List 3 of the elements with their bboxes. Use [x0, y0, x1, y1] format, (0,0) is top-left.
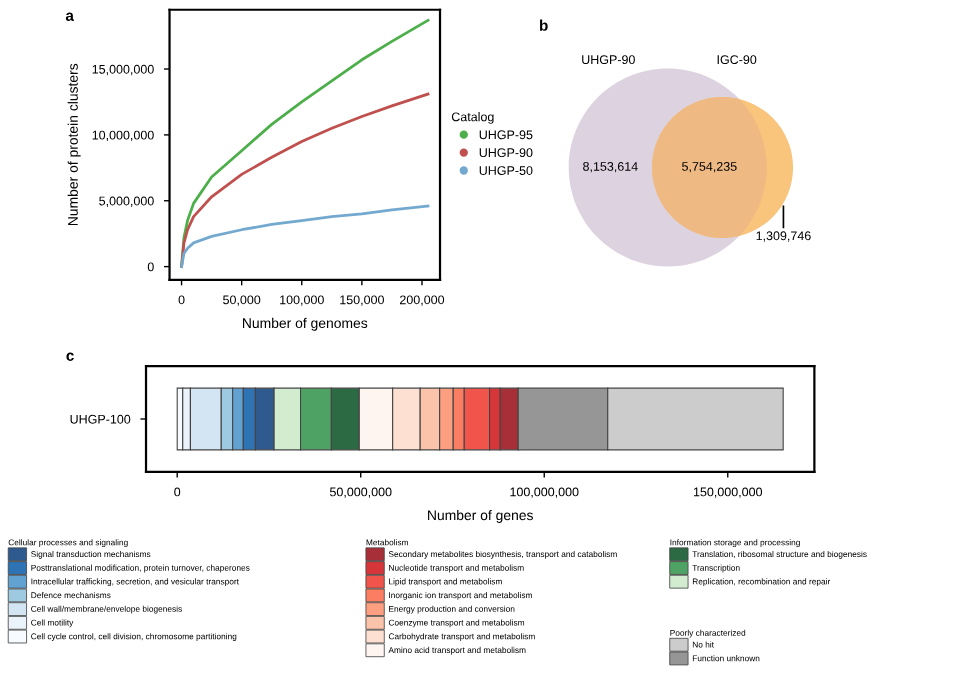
line-series: [180, 204, 430, 269]
line-series: [180, 18, 430, 269]
line-series: [180, 92, 430, 269]
